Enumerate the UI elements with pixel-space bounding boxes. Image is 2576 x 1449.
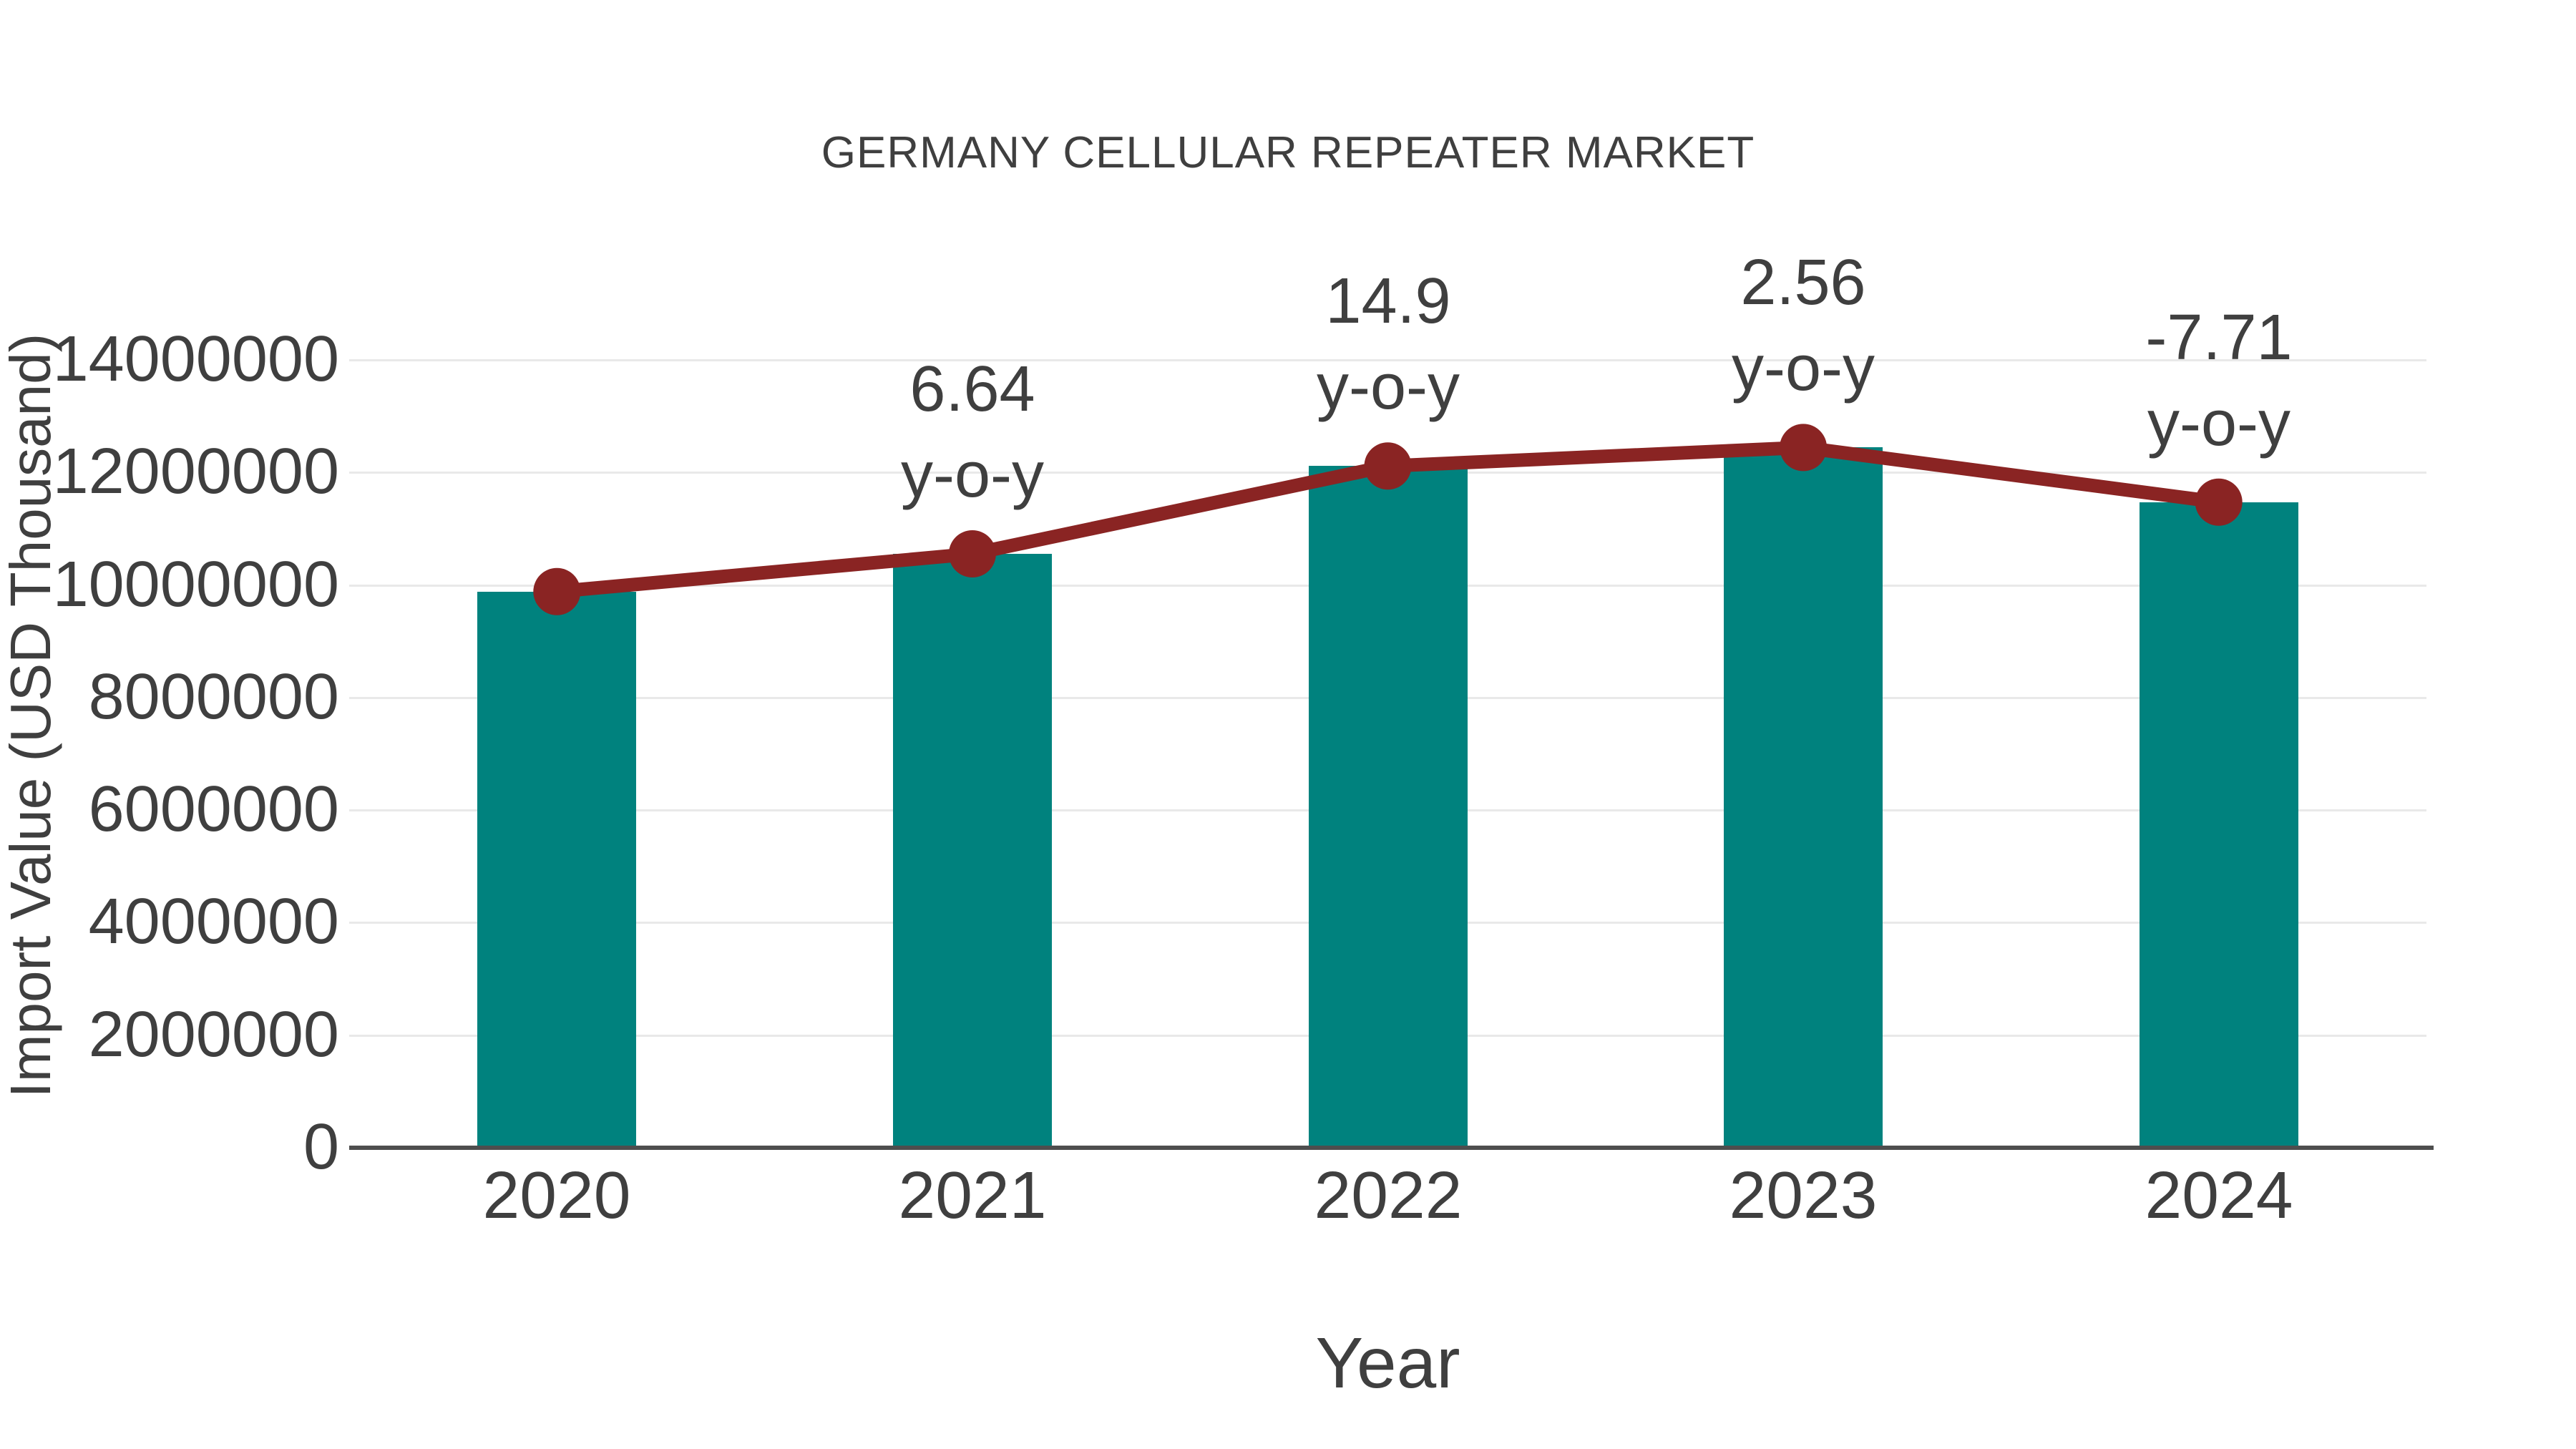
y-tick-label: 6000000 — [88, 774, 339, 845]
annotation-2023-yoy: y-o-y — [1732, 333, 1875, 404]
x-tick-label-2020: 2020 — [482, 1158, 631, 1232]
y-tick-label: 0 — [303, 1111, 339, 1183]
x-axis-title: Year — [1315, 1323, 1460, 1403]
data-point-2022 — [1364, 442, 1412, 490]
x-tick-label-2021: 2021 — [898, 1158, 1047, 1232]
y-tick-label: 4000000 — [88, 886, 339, 957]
bar-2022 — [1309, 466, 1468, 1147]
y-tick-label: 10000000 — [52, 549, 339, 620]
annotation-2024-value: -7.71 — [2145, 302, 2293, 374]
y-tick-label: 14000000 — [52, 323, 339, 395]
x-tick-label-2023: 2023 — [1729, 1158, 1878, 1232]
data-point-2020 — [533, 567, 581, 615]
data-point-2024 — [2195, 478, 2243, 526]
x-tick-label-2022: 2022 — [1314, 1158, 1463, 1232]
bar-2023 — [1724, 447, 1883, 1147]
bar-2024 — [2140, 502, 2298, 1147]
annotation-2024-yoy: y-o-y — [2147, 388, 2290, 459]
annotation-2022-yoy: y-o-y — [1317, 351, 1460, 423]
x-tick-label-2024: 2024 — [2145, 1158, 2293, 1232]
y-tick-label: 12000000 — [52, 436, 339, 507]
data-point-2023 — [1780, 424, 1828, 472]
x-axis-line — [349, 1146, 2434, 1150]
annotation-2021-value: 6.64 — [909, 353, 1035, 425]
chart-title: GERMANY CELLULAR REPEATER MARKET — [821, 128, 1755, 177]
annotation-2022-value: 14.9 — [1325, 265, 1451, 337]
y-tick-label: 2000000 — [88, 999, 339, 1070]
annotation-2023-value: 2.56 — [1740, 247, 1866, 318]
bar-2020 — [477, 592, 636, 1147]
annotation-2021-yoy: y-o-y — [901, 439, 1044, 511]
data-point-2021 — [948, 530, 996, 577]
gridline — [349, 359, 2426, 361]
y-tick-label: 8000000 — [88, 661, 339, 733]
bar-2021 — [893, 554, 1052, 1147]
